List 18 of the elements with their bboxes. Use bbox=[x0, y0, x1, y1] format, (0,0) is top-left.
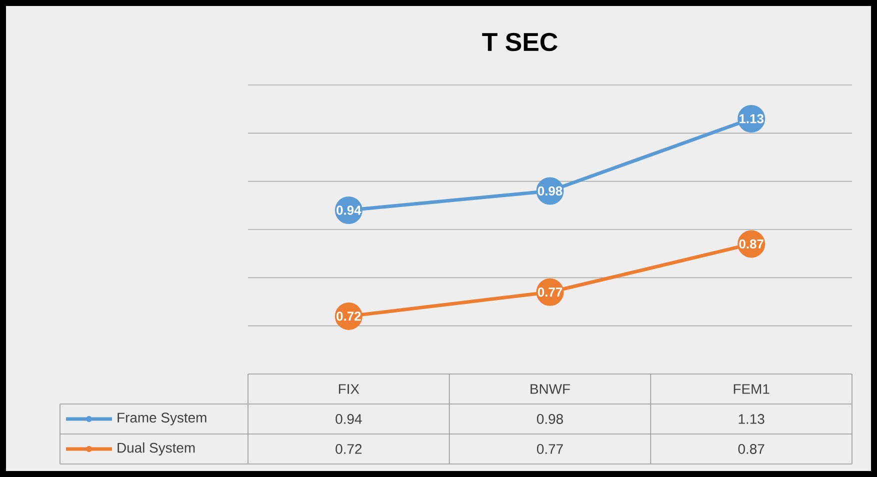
legend-label: Dual System bbox=[118, 442, 195, 456]
data-label: 1.13 bbox=[738, 414, 764, 424]
data-label: 0.72 bbox=[336, 444, 362, 454]
chart-title: T SEC bbox=[482, 32, 558, 52]
x-tick-label: BNWF bbox=[530, 384, 570, 394]
data-label: 0.94 bbox=[336, 414, 362, 424]
x-tick-label: FIX bbox=[338, 384, 360, 394]
text: 0.94 bbox=[336, 206, 362, 215]
data-label: 0.87 bbox=[738, 444, 764, 454]
text: 0.98 bbox=[538, 186, 562, 196]
legend-label: Frame System bbox=[118, 412, 206, 426]
x-tick-label: FEM1 bbox=[734, 384, 770, 394]
text: 1.13 bbox=[740, 114, 764, 124]
text: 0.87 bbox=[739, 239, 764, 249]
data-label: 0.98 bbox=[536, 414, 563, 424]
text: 0.72 bbox=[336, 312, 361, 321]
text: 0.77 bbox=[538, 288, 562, 297]
data-label: 0.77 bbox=[536, 444, 563, 454]
